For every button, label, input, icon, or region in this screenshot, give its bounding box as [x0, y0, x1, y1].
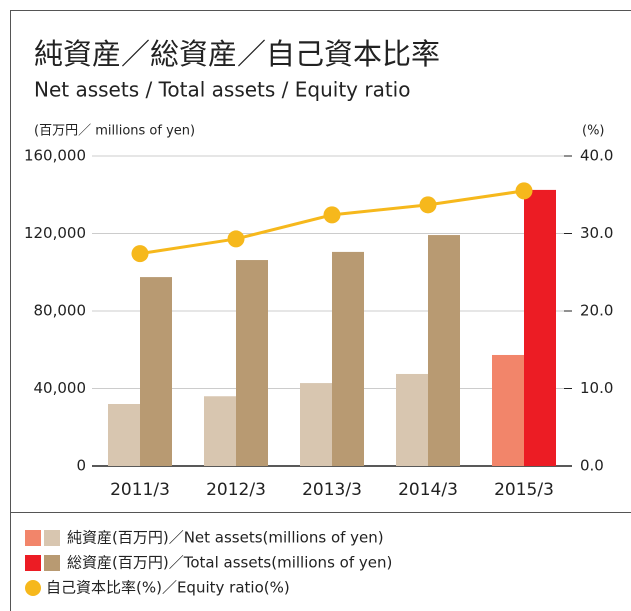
legend-label: 総資産(百万円)／Total assets(millions of yen) — [67, 554, 392, 572]
y-tick-label: 80,000 — [34, 302, 87, 320]
bar — [204, 396, 236, 466]
bar — [524, 189, 556, 466]
line-point — [419, 196, 437, 214]
x-tick-label: 2013/3 — [302, 480, 362, 500]
legend-swatch — [44, 530, 60, 546]
y2-tick-label: 20.0 — [580, 302, 613, 320]
x-tick-label: 2011/3 — [110, 480, 170, 500]
y-tick-label: 40,000 — [34, 379, 87, 397]
legend-swatch — [25, 580, 41, 596]
line-point — [323, 206, 341, 224]
y2-tick-label: 30.0 — [580, 224, 613, 242]
bar — [428, 235, 460, 466]
legend-swatch — [25, 530, 41, 546]
chart-subtitle: Net assets / Total assets / Equity ratio — [34, 78, 410, 102]
x-tick-label: 2014/3 — [398, 480, 458, 500]
legend-swatch — [44, 555, 60, 571]
line-point — [131, 245, 149, 263]
y-axis-label: (百万円／ millions of yen) — [34, 124, 195, 139]
bar — [140, 277, 172, 466]
bar — [300, 383, 332, 466]
legend-label: 純資産(百万円)／Net assets(millions of yen) — [67, 529, 384, 547]
y-tick-label: 0 — [76, 457, 86, 475]
line-point — [515, 182, 533, 200]
chart-frame — [10, 10, 631, 513]
bar — [108, 404, 140, 466]
bar — [492, 354, 524, 466]
y2-tick-label: 0.0 — [580, 457, 604, 475]
y2-axis-label: (%) — [582, 124, 605, 139]
x-tick-label: 2015/3 — [494, 480, 554, 500]
bar — [236, 260, 268, 466]
x-tick-label: 2012/3 — [206, 480, 266, 500]
legend-label: 自己資本比率(%)／Equity ratio(%) — [46, 579, 290, 597]
y-tick-label: 160,000 — [24, 147, 86, 165]
y-tick-label: 120,000 — [24, 224, 86, 242]
legend-swatch — [25, 555, 41, 571]
bar — [332, 251, 364, 466]
chart-title: 純資産／総資産／自己資本比率 — [34, 37, 440, 71]
bar — [396, 373, 428, 466]
line-point — [227, 230, 245, 248]
y2-tick-label: 10.0 — [580, 379, 613, 397]
y2-tick-label: 40.0 — [580, 147, 613, 165]
